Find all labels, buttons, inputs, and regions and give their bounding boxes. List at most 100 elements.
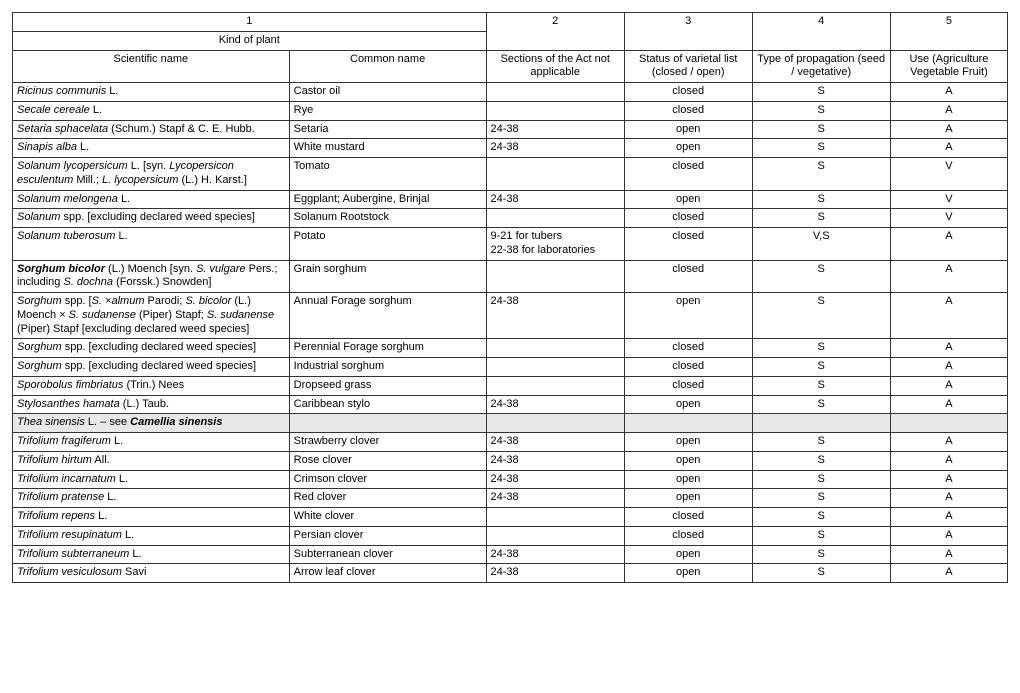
common-name-cell: Solanum Rootstock bbox=[289, 209, 486, 228]
use-cell: A bbox=[890, 470, 1007, 489]
common-name-cell: Annual Forage sorghum bbox=[289, 293, 486, 339]
common-name-cell: Eggplant; Aubergine, Brinjal bbox=[289, 190, 486, 209]
propagation-cell: S bbox=[752, 526, 890, 545]
scientific-name-cell: Sinapis alba L. bbox=[13, 139, 290, 158]
sections-cell bbox=[486, 376, 624, 395]
common-name-cell: Potato bbox=[289, 228, 486, 261]
common-name-cell: Grain sorghum bbox=[289, 260, 486, 293]
header-col3-number: 3 bbox=[624, 13, 752, 51]
common-name-cell: Setaria bbox=[289, 120, 486, 139]
sections-cell: 24-38 bbox=[486, 190, 624, 209]
sections-cell: 24-38 bbox=[486, 564, 624, 583]
sections-cell: 9-21 for tubers 22-38 for laboratories bbox=[486, 228, 624, 261]
table-row: Solanum lycopersicum L. [syn. Lycopersic… bbox=[13, 158, 1008, 191]
sections-cell: 24-38 bbox=[486, 489, 624, 508]
propagation-cell: V,S bbox=[752, 228, 890, 261]
table-row: Trifolium fragiferum L.Strawberry clover… bbox=[13, 433, 1008, 452]
sections-cell: 24-38 bbox=[486, 120, 624, 139]
use-cell: A bbox=[890, 101, 1007, 120]
scientific-name-cell: Trifolium subterraneum L. bbox=[13, 545, 290, 564]
propagation-cell: S bbox=[752, 489, 890, 508]
use-cell: A bbox=[890, 545, 1007, 564]
sections-cell bbox=[486, 83, 624, 102]
header-common-name: Common name bbox=[289, 50, 486, 83]
table-row: Sorghum spp. [S. ×almum Parodi; S. bicol… bbox=[13, 293, 1008, 339]
header-use: Use (Agriculture Vegetable Fruit) bbox=[890, 50, 1007, 83]
table-row: Solanum tuberosum L.Potato9-21 for tuber… bbox=[13, 228, 1008, 261]
use-cell: A bbox=[890, 260, 1007, 293]
table-row: Sorghum bicolor (L.) Moench [syn. S. vul… bbox=[13, 260, 1008, 293]
table-row: Setaria sphacelata (Schum.) Stapf & C. E… bbox=[13, 120, 1008, 139]
sections-cell: 24-38 bbox=[486, 395, 624, 414]
propagation-cell: S bbox=[752, 433, 890, 452]
scientific-name-cell: Sporobolus fimbriatus (Trin.) Nees bbox=[13, 376, 290, 395]
status-cell: closed bbox=[624, 228, 752, 261]
propagation-cell: S bbox=[752, 395, 890, 414]
use-cell: A bbox=[890, 339, 1007, 358]
sections-cell: 24-38 bbox=[486, 451, 624, 470]
propagation-cell: S bbox=[752, 209, 890, 228]
status-cell: open bbox=[624, 545, 752, 564]
propagation-cell: S bbox=[752, 358, 890, 377]
sections-cell: 24-38 bbox=[486, 545, 624, 564]
scientific-name-cell: Trifolium pratense L. bbox=[13, 489, 290, 508]
use-cell: V bbox=[890, 209, 1007, 228]
table-row: Sinapis alba L.White mustard24-38openSA bbox=[13, 139, 1008, 158]
use-cell: V bbox=[890, 158, 1007, 191]
header-kind-of-plant: Kind of plant bbox=[13, 31, 487, 50]
table-row: Solanum spp. [excluding declared weed sp… bbox=[13, 209, 1008, 228]
propagation-cell: S bbox=[752, 545, 890, 564]
propagation-cell: S bbox=[752, 139, 890, 158]
header-sections: Sections of the Act not applicable bbox=[486, 50, 624, 83]
common-name-cell: Subterranean clover bbox=[289, 545, 486, 564]
propagation-cell: S bbox=[752, 508, 890, 527]
status-cell: open bbox=[624, 139, 752, 158]
scientific-name-cell: Sorghum spp. [excluding declared weed sp… bbox=[13, 339, 290, 358]
common-name-cell: Castor oil bbox=[289, 83, 486, 102]
table-row: Trifolium pratense L.Red clover24-38open… bbox=[13, 489, 1008, 508]
status-cell: open bbox=[624, 190, 752, 209]
use-cell: A bbox=[890, 526, 1007, 545]
sections-cell bbox=[486, 101, 624, 120]
common-name-cell: Persian clover bbox=[289, 526, 486, 545]
status-cell: closed bbox=[624, 376, 752, 395]
common-name-cell: White mustard bbox=[289, 139, 486, 158]
status-cell: closed bbox=[624, 158, 752, 191]
sections-cell: 24-38 bbox=[486, 470, 624, 489]
propagation-cell: S bbox=[752, 101, 890, 120]
use-cell: V bbox=[890, 190, 1007, 209]
propagation-cell bbox=[752, 414, 890, 433]
common-name-cell: Industrial sorghum bbox=[289, 358, 486, 377]
status-cell: open bbox=[624, 293, 752, 339]
sections-cell bbox=[486, 339, 624, 358]
header-col4-number: 4 bbox=[752, 13, 890, 51]
sections-cell: 24-38 bbox=[486, 139, 624, 158]
table-row: Thea sinensis L. – see Camellia sinensis bbox=[13, 414, 1008, 433]
use-cell: A bbox=[890, 508, 1007, 527]
propagation-cell: S bbox=[752, 190, 890, 209]
sections-cell: 24-38 bbox=[486, 433, 624, 452]
scientific-name-cell: Solanum lycopersicum L. [syn. Lycopersic… bbox=[13, 158, 290, 191]
plant-table: 1 2 3 4 5 Kind of plant Scientific name … bbox=[12, 12, 1008, 583]
table-row: Sporobolus fimbriatus (Trin.) NeesDropse… bbox=[13, 376, 1008, 395]
scientific-name-cell: Sorghum bicolor (L.) Moench [syn. S. vul… bbox=[13, 260, 290, 293]
propagation-cell: S bbox=[752, 564, 890, 583]
status-cell: open bbox=[624, 451, 752, 470]
header-col1-number: 1 bbox=[13, 13, 487, 32]
use-cell: A bbox=[890, 433, 1007, 452]
sections-cell bbox=[486, 158, 624, 191]
propagation-cell: S bbox=[752, 83, 890, 102]
use-cell bbox=[890, 414, 1007, 433]
status-cell: closed bbox=[624, 508, 752, 527]
header-col5-number: 5 bbox=[890, 13, 1007, 51]
sections-cell bbox=[486, 526, 624, 545]
status-cell: closed bbox=[624, 83, 752, 102]
propagation-cell: S bbox=[752, 451, 890, 470]
status-cell: open bbox=[624, 564, 752, 583]
table-row: Trifolium repens L.White cloverclosedSA bbox=[13, 508, 1008, 527]
status-cell: open bbox=[624, 395, 752, 414]
table-row: Secale cereale L.RyeclosedSA bbox=[13, 101, 1008, 120]
sections-cell bbox=[486, 414, 624, 433]
table-row: Sorghum spp. [excluding declared weed sp… bbox=[13, 339, 1008, 358]
header-scientific-name: Scientific name bbox=[13, 50, 290, 83]
